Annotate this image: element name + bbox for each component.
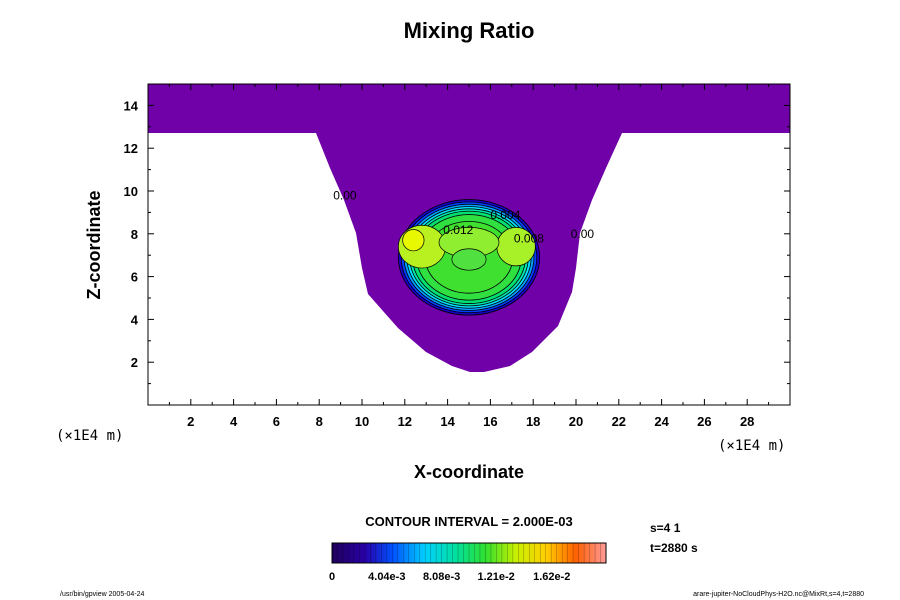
x-tick-label: 22 xyxy=(612,414,626,429)
x-unit-label: (×1E4 m) xyxy=(718,438,785,454)
contour-label: 0.012 xyxy=(443,223,473,237)
x-tick-label: 6 xyxy=(273,414,280,429)
footer-left: /usr/bin/gpview 2005-04-24 xyxy=(60,591,145,598)
colorbar-tick-label: 1.21e-2 xyxy=(477,571,514,583)
time-readout: t=2880 s xyxy=(650,541,698,555)
x-tick-label: 18 xyxy=(526,414,540,429)
colorbar-tick-label: 1.62e-2 xyxy=(533,571,570,583)
z-tick-label: 8 xyxy=(131,227,138,242)
chart-title: Mixing Ratio xyxy=(404,18,535,43)
footer-right: arare-jupiter-NoCloudPhys-H2O.nc@MixRt,s… xyxy=(693,591,864,598)
z-tick-label: 6 xyxy=(131,270,138,285)
contour-lobe xyxy=(402,229,425,252)
x-tick-label: 4 xyxy=(230,414,238,429)
contour-label: 0.008 xyxy=(514,231,544,245)
z-tick-label: 12 xyxy=(124,141,138,156)
z-tick-label: 14 xyxy=(124,98,139,113)
z-axis-label: Z-coordinate xyxy=(84,190,104,299)
contour-label: 0.00 xyxy=(571,227,595,241)
z-unit-label: (×1E4 m) xyxy=(56,428,123,444)
z-tick-label: 4 xyxy=(131,312,139,327)
contour-labels: 0.00 0.004 0.012 0.008 0.00 xyxy=(333,189,594,246)
interior-contours xyxy=(398,224,536,271)
x-tick-label: 14 xyxy=(440,414,455,429)
x-axis-label: X-coordinate xyxy=(414,462,524,482)
colorbar-tick-label: 4.04e-3 xyxy=(368,571,405,583)
x-tick-label: 10 xyxy=(355,414,369,429)
plot-area xyxy=(148,84,790,372)
contour-interval-label: CONTOUR INTERVAL = 2.000E-03 xyxy=(365,514,572,529)
colorbar: 0 4.04e-3 8.08e-3 1.21e-2 1.62e-2 xyxy=(329,542,607,583)
x-tick-label: 26 xyxy=(697,414,711,429)
colorbar-segments xyxy=(337,543,601,563)
x-tick-label: 20 xyxy=(569,414,583,429)
x-tick-label: 12 xyxy=(398,414,412,429)
x-tick-label: 24 xyxy=(654,414,669,429)
x-axis-ticks: 2 4 6 8 10 12 14 16 18 20 22 24 26 28 xyxy=(168,84,770,429)
x-tick-label: 2 xyxy=(187,414,194,429)
colorbar-tick-label: 8.08e-3 xyxy=(423,571,460,583)
x-tick-label: 28 xyxy=(740,414,754,429)
z-tick-label: 2 xyxy=(131,355,138,370)
contour-label: 0.004 xyxy=(490,208,520,222)
contour-lobe xyxy=(451,248,487,271)
x-tick-label: 8 xyxy=(316,414,323,429)
z-axis-ticks: 2 4 6 8 10 12 14 xyxy=(124,98,790,385)
contour-label: 0.00 xyxy=(333,189,357,203)
step-readout: s=4 1 xyxy=(650,521,681,535)
x-tick-label: 16 xyxy=(483,414,497,429)
colorbar-tick-labels: 0 4.04e-3 8.08e-3 1.21e-2 1.62e-2 xyxy=(329,571,570,583)
z-tick-label: 10 xyxy=(124,184,138,199)
colorbar-tick-label: 0 xyxy=(329,571,335,583)
